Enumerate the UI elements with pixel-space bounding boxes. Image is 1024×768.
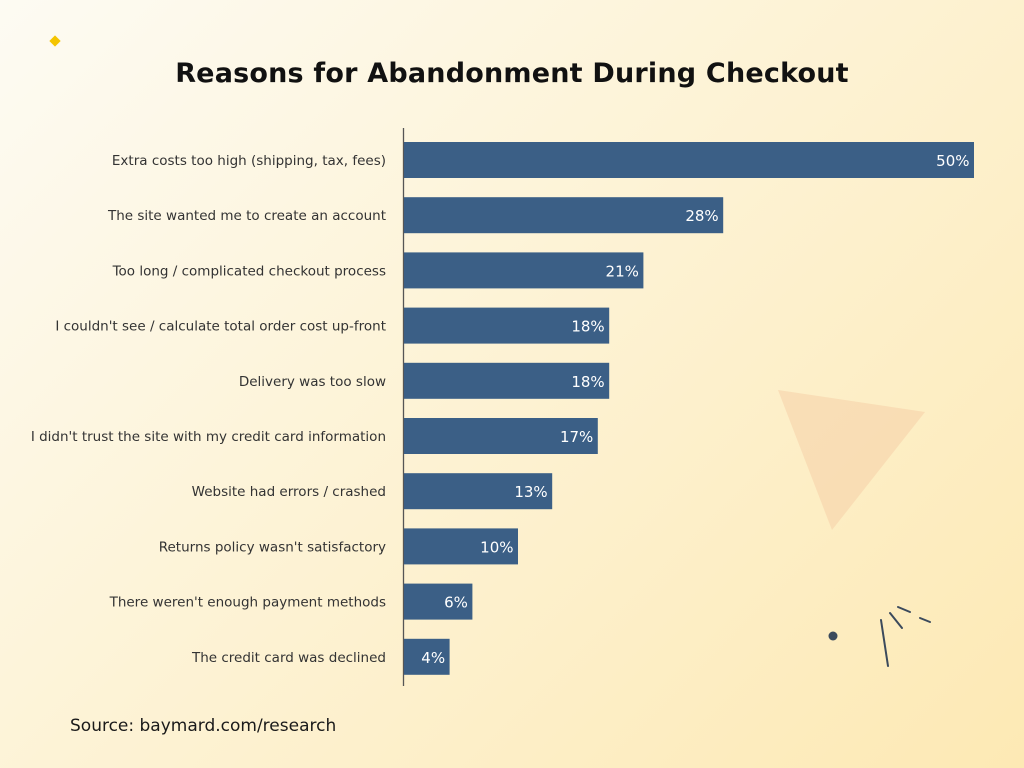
- bar: [404, 638, 450, 675]
- decorative-stroke: [897, 606, 911, 613]
- category-label: I couldn't see / calculate total order c…: [55, 319, 386, 335]
- decorative-stroke: [889, 612, 903, 629]
- bar: [404, 197, 724, 234]
- category-label: Extra costs too high (shipping, tax, fee…: [112, 153, 386, 169]
- value-label: 18%: [571, 318, 604, 336]
- value-label: 13%: [514, 483, 547, 501]
- category-label: Too long / complicated checkout process: [112, 263, 386, 279]
- value-label: 28%: [685, 207, 718, 225]
- chart-title: Reasons for Abandonment During Checkout: [175, 58, 849, 89]
- category-label: Returns policy wasn't satisfactory: [159, 539, 386, 555]
- bar: [404, 142, 974, 178]
- decorative-stroke: [880, 619, 889, 667]
- category-label: The site wanted me to create an account: [107, 208, 386, 224]
- decoration-layer: [778, 390, 931, 667]
- decorative-triangle: [778, 390, 925, 530]
- bar: [404, 362, 610, 399]
- bar: [404, 252, 644, 289]
- bar: [404, 583, 473, 620]
- bar: [404, 528, 518, 565]
- value-label: 18%: [571, 373, 604, 391]
- value-label: 17%: [560, 428, 593, 446]
- category-label: I didn't trust the site with my credit c…: [31, 429, 386, 445]
- bar: [404, 473, 553, 510]
- value-label: 10%: [480, 538, 513, 556]
- category-label: The credit card was declined: [191, 650, 386, 666]
- value-label: 50%: [936, 152, 969, 170]
- category-label: There weren't enough payment methods: [109, 595, 386, 611]
- decorative-dot: [828, 631, 838, 641]
- category-label: Website had errors / crashed: [192, 484, 386, 500]
- category-label: Delivery was too slow: [239, 374, 386, 390]
- bar: [404, 307, 610, 344]
- decorative-stroke: [919, 617, 931, 623]
- value-label: 21%: [606, 262, 639, 280]
- value-label: 4%: [421, 649, 445, 667]
- bar: [404, 418, 598, 454]
- value-label: 6%: [444, 594, 468, 612]
- bars-layer: Extra costs too high (shipping, tax, fee…: [31, 142, 974, 675]
- source-note: Source: baymard.com/research: [70, 716, 337, 736]
